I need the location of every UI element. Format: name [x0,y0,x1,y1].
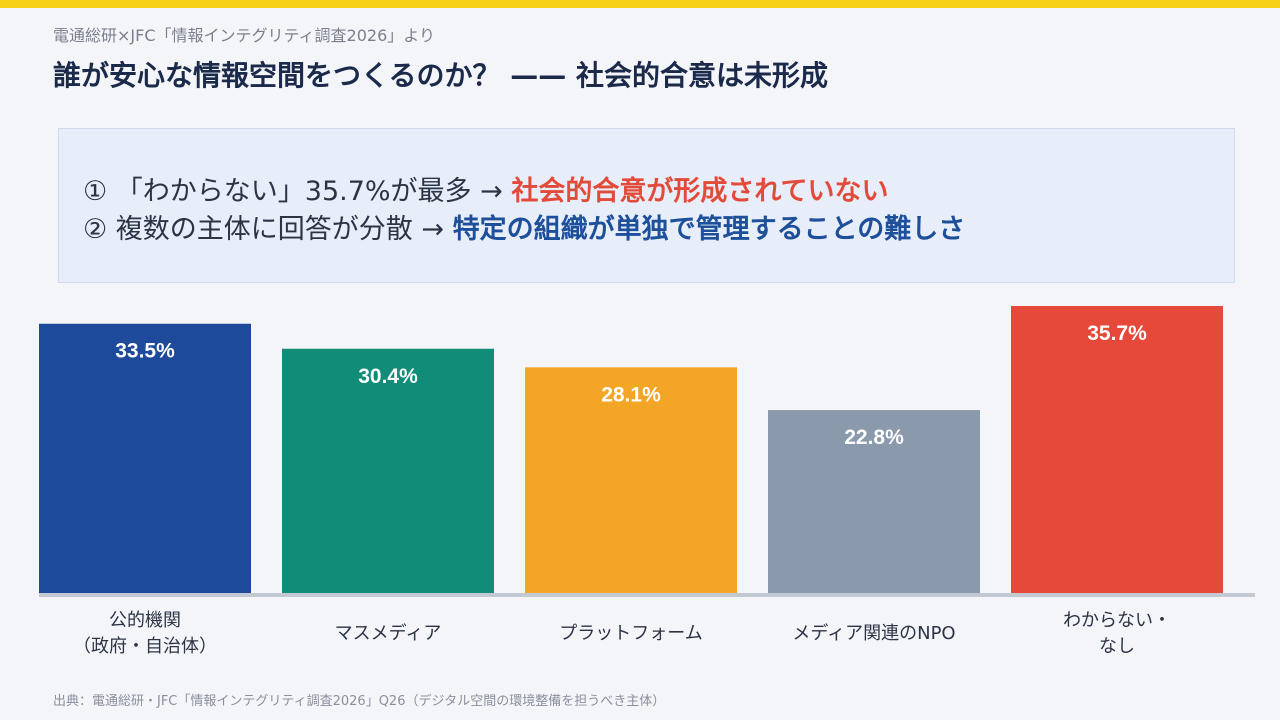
data-label-5: 35.7% [1087,322,1147,345]
page-title: 誰が安心な情報空間をつくるのか？ —— 社会的合意は未形成 [53,59,828,92]
category-label-1: 公的機関 （政府・自治体） [73,610,217,657]
top-accent-bar [0,0,1280,8]
bar-5 [1011,306,1223,594]
category-label-5: わからない・ なし [1063,610,1171,657]
category-label-3: プラットフォーム [559,623,703,644]
data-label-2: 30.4% [358,365,418,388]
finding-1-highlight: 社会的合意が形成されていない [511,176,889,207]
bar-chart: 33.5% 30.4% 28.1% 22.8% 35.7% [39,306,1255,597]
bar-1 [39,323,251,594]
bar-3 [525,367,737,594]
finding-2-highlight: 特定の組織が単独で管理することの難しさ [452,214,966,245]
bar-2 [282,348,494,594]
bar-4 [768,410,980,594]
data-label-4: 22.8% [844,426,904,449]
finding-2: ② 複数の主体に回答が分散 → 特定の組織が単独で管理することの難しさ [83,207,965,246]
data-label-1: 33.5% [115,340,175,363]
header-source: 電通総研×JFC「情報インテグリティ調査2026」より [53,26,435,45]
key-findings-callout: ① 「わからない」35.7%が最多 → 社会的合意が形成されていない ② 複数の… [58,128,1235,283]
category-label-2: マスメディア [334,623,442,644]
finding-1-text: ① 「わからない」35.7%が最多 → [83,176,512,207]
finding-1: ① 「わからない」35.7%が最多 → 社会的合意が形成されていない [83,169,889,208]
category-label-4: メディア関連のNPO [792,623,956,644]
data-label-3: 28.1% [601,383,661,406]
finding-2-text: ② 複数の主体に回答が分散 → [83,214,453,245]
footer-source: 出典：電通総研・JFC「情報インテグリティ調査2026」Q26（デジタル空間の環… [53,694,666,709]
